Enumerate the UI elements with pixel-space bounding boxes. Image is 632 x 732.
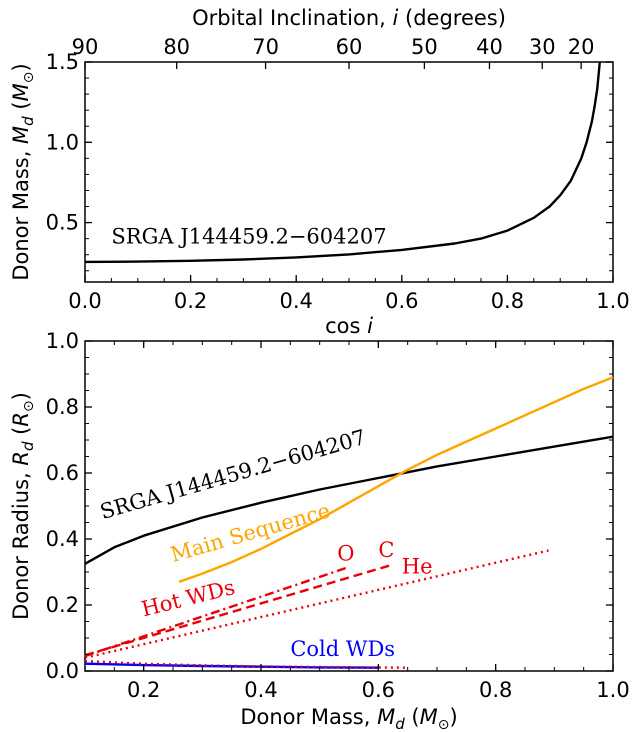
top-inclination-tick-label: 70 [252,35,279,59]
bottom-ytick-label: 1.0 [46,329,79,353]
top-xtick-label: 0.2 [174,289,207,313]
top-plot-frame [84,61,614,283]
bottom-series-line-1 [178,376,614,584]
mass-vs-inclination-panel: 0.0 0.2 0.4 0.6 0.8 1.0 0.5 1.0 1.590 80 70 60 50 40 3… [9,6,630,338]
top-xtick-label: 0.0 [68,289,101,313]
bottom-plot-ticks: 0.2 0.4 0.6 0.8 1.0 0.0 0.2 0.4 0.6 0.8 1.0 [46,329,630,702]
bottom-annotation: Cold WDs [290,637,395,661]
bottom-xtick-label: 0.2 [127,678,160,702]
top-xtick-label: 0.4 [279,289,312,313]
top-inclination-tick-label: 80 [163,35,190,59]
top-inclination-tick-label: 30 [529,35,556,59]
bottom-ytick-label: 0.2 [46,593,79,617]
top-panel-xlabel: cos i [325,314,373,338]
bottom-series-line-0 [84,435,614,565]
bottom-ytick-label: 0.8 [46,395,79,419]
bottom-annotation: C [378,538,394,562]
top-ytick-label: 1.5 [46,50,79,74]
bottom-annotation: He [402,555,433,579]
top-plot-ticks: 0.0 0.2 0.4 0.6 0.8 1.0 0.5 1.0 1.590 80 70 60 50 40 3… [46,35,630,313]
top-xtick-label: 0.8 [491,289,524,313]
top-inclination-tick-label: 40 [476,35,503,59]
bottom-ytick-label: 0.0 [46,659,79,683]
bottom-xtick-label: 0.4 [244,678,277,702]
bottom-series-line-6 [84,659,408,669]
bottom-plot-lines [84,376,614,669]
bottom-panel-xlabel: Donor Mass, Md (M⊙) [240,705,457,732]
top-axis-title: Orbital Inclination, i (degrees) [192,6,506,30]
top-inclination-tick-label: 20 [568,35,595,59]
bottom-annotation: Main Sequence [168,498,333,567]
top-annotation: SRGA J144459.2−604207 [111,224,386,248]
bottom-panel-ylabel: Donor Radius, Rd (R⊙) [9,392,37,620]
bottom-series-line-2 [84,549,549,659]
top-plot-annotations: SRGA J144459.2−604207 [111,224,386,248]
bottom-series-line-4 [84,564,391,657]
top-plot-lines [84,61,601,264]
top-xtick-label: 0.6 [385,289,418,313]
bottom-xtick-label: 0.8 [479,678,512,702]
top-ytick-label: 0.5 [46,211,79,235]
top-ytick-label: 1.0 [46,130,79,154]
bottom-ytick-label: 0.4 [46,527,79,551]
bottom-xtick-label: 0.6 [362,678,395,702]
top-xtick-label: 1.0 [596,289,629,313]
bottom-ytick-label: 0.6 [46,461,79,485]
top-inclination-tick-label: 50 [411,35,438,59]
top-series-line-0 [84,61,601,264]
top-inclination-tick-label: 90 [72,35,99,59]
top-panel-ylabel: Donor Mass, Md (M⊙) [9,63,37,280]
bottom-series-line-5 [84,662,379,669]
bottom-annotation: O [337,541,354,565]
radius-vs-mass-panel: 0.2 0.4 0.6 0.8 1.0 0.0 0.2 0.4 0.6 0.8 1.0 SRGA J… [9,329,630,732]
top-inclination-tick-label: 60 [336,35,363,59]
bottom-xtick-label: 1.0 [596,678,629,702]
